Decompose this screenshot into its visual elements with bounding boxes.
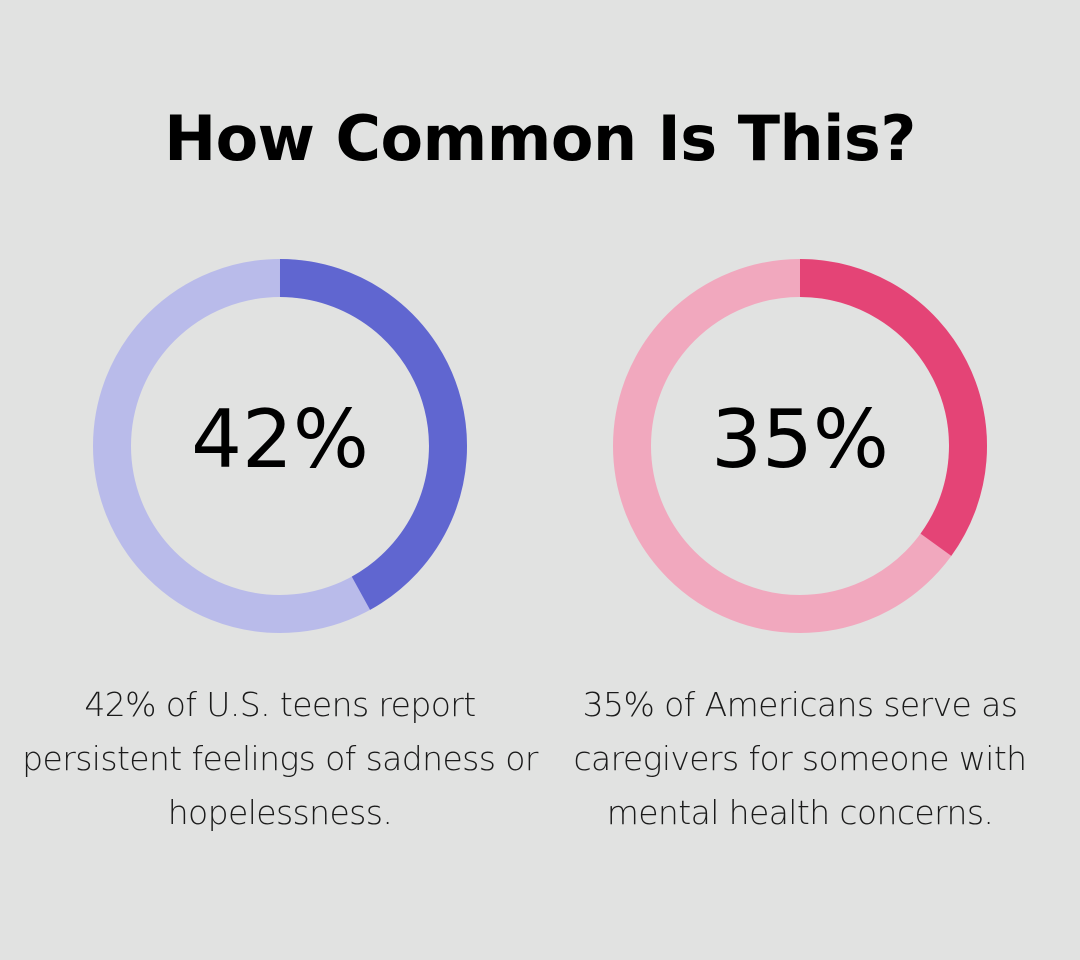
stat-card-teens: 42% 42% of U.S. teens report persistent …: [20, 250, 540, 832]
stat-caption-teens: 42% of U.S. teens report persistent feel…: [22, 685, 538, 832]
stat-caption-caregivers: 35% of Americans serve as caregivers for…: [573, 685, 1028, 832]
donut-arc-caregivers: [799, 259, 987, 556]
donut-chart-teens: 42%: [20, 250, 540, 650]
stat-card-caregivers: 35% 35% of Americans serve as caregivers…: [540, 250, 1060, 832]
donut-svg-caregivers: [613, 259, 987, 633]
donut-chart-caregivers: 35%: [540, 250, 1060, 650]
donut-arc-teens: [279, 259, 467, 610]
donut-svg-teens: [93, 259, 467, 633]
stat-value-caregivers: 35%: [711, 393, 889, 486]
stat-value-teens: 42%: [191, 393, 369, 486]
page-title: How Common Is This?: [164, 102, 916, 175]
